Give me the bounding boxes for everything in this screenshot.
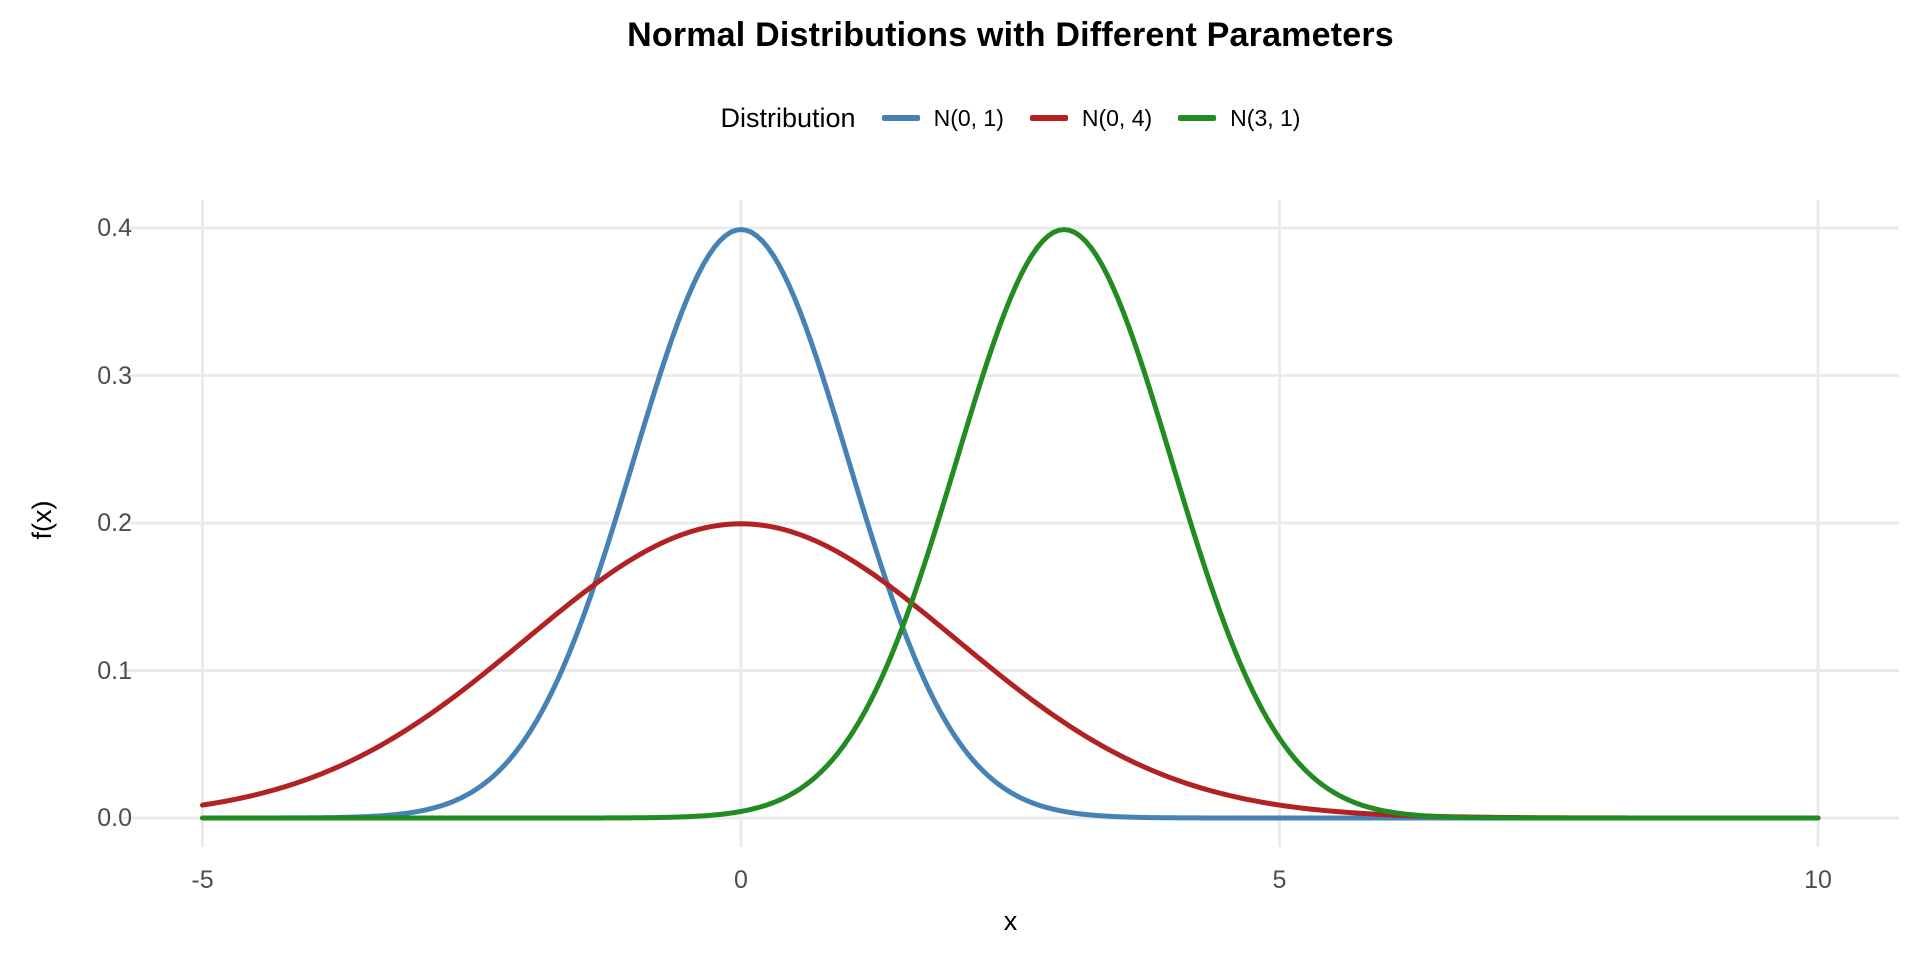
y-tick-label: 0.2 <box>97 509 132 537</box>
legend-key-line-icon <box>1178 115 1217 121</box>
chart-title: Normal Distributions with Different Para… <box>627 16 1394 54</box>
legend-item-n01: N(0, 1) <box>881 104 1004 132</box>
x-tick-label: 0 <box>734 866 748 894</box>
y-tick-label: 0.1 <box>97 656 132 685</box>
x-tick-label: -5 <box>191 866 214 894</box>
legend: Distribution N(0, 1) N(0, 4) N(3, 1) <box>122 96 1899 140</box>
x-tick-label: 5 <box>1272 866 1287 894</box>
legend-item-label: N(0, 4) <box>1081 104 1153 131</box>
legend-key-line-icon <box>881 115 920 121</box>
y-tick-label: 0.4 <box>97 214 132 242</box>
legend-item-n04: N(0, 4) <box>1029 104 1153 132</box>
y-tick-label: 0.0 <box>97 804 132 832</box>
legend-key-line-icon <box>1029 115 1068 121</box>
legend-item-label: N(0, 1) <box>933 104 1004 131</box>
legend-title: Distribution <box>720 102 856 133</box>
legend-item-n31: N(3, 1) <box>1178 105 1300 132</box>
y-tick-label: 0.3 <box>97 361 132 390</box>
legend-item-label: N(3, 1) <box>1230 104 1301 131</box>
curve-n31 <box>200 227 1821 821</box>
x-tick-label: 10 <box>1804 866 1832 894</box>
x-axis-title: x <box>1003 906 1018 936</box>
